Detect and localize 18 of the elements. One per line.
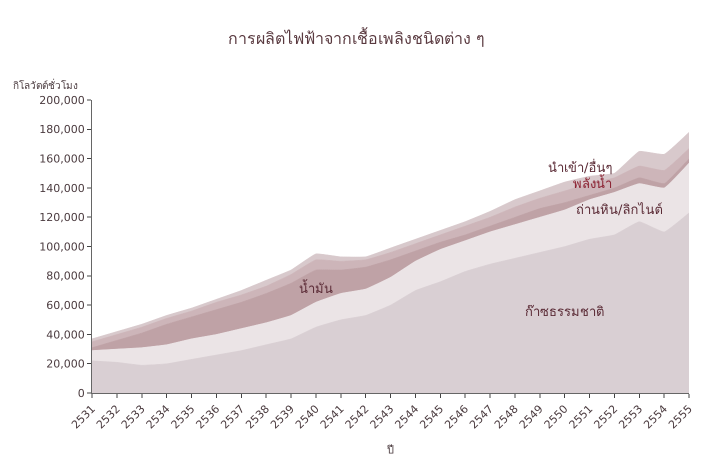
series-label: นำเข้า/อื่นๆ	[548, 159, 612, 176]
y-tick-label: 160,000	[39, 152, 85, 166]
y-tick-label: 0	[78, 386, 85, 400]
y-axis-title: กิโลวัตต์ชั่วโมง	[13, 78, 78, 92]
y-tick-label: 20,000	[46, 358, 85, 371]
y-tick-label: 180,000	[39, 123, 85, 136]
x-axis-title: ปี	[386, 444, 394, 457]
y-tick-label: 120,000	[39, 211, 85, 224]
series-label: น้ำมัน	[299, 279, 333, 297]
y-tick-label: 60,000	[46, 298, 85, 312]
series-label: ถ่านหิน/ลิกไนต์	[576, 202, 662, 218]
y-tick-label: 80,000	[46, 270, 85, 283]
y-tick-label: 40,000	[46, 328, 85, 342]
y-tick-label: 140,000	[39, 182, 85, 195]
y-tick-label: 100,000	[39, 240, 85, 254]
chart-title: การผลิตไฟฟ้าจากเชื้อเพลิงชนิดต่าง ๆ	[228, 26, 486, 48]
y-tick-label: 200,000	[39, 94, 85, 107]
series-label: ก๊าซธรรมชาติ	[525, 305, 604, 320]
